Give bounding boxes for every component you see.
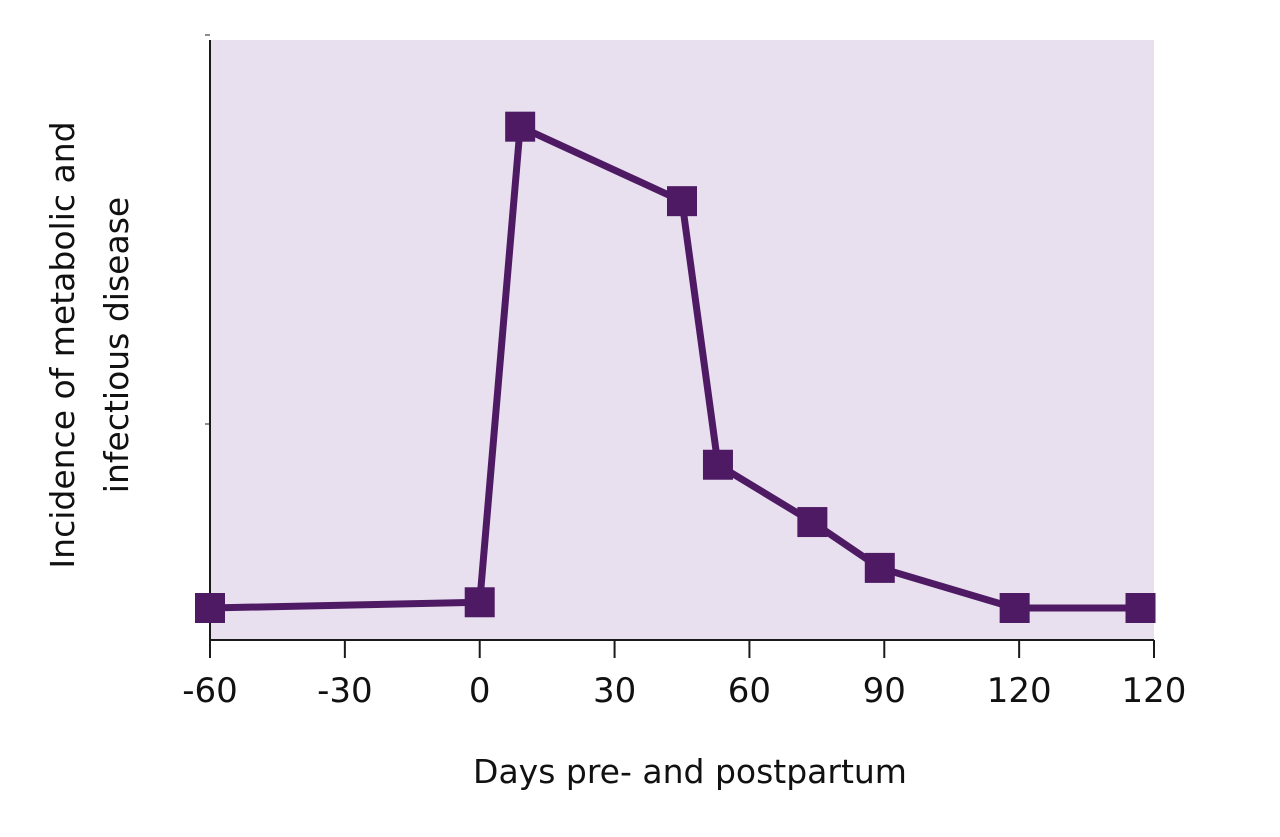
y-axis-title-line-1: Incidence of metabolic and: [43, 121, 82, 568]
data-point-marker: [864, 552, 895, 583]
data-point-marker: [702, 449, 733, 480]
x-tick-label: 0: [469, 671, 491, 711]
plot-background: [210, 40, 1154, 640]
data-point-marker: [1125, 593, 1156, 623]
data-point-marker: [505, 111, 536, 142]
x-tick-label: 30: [593, 671, 636, 711]
x-tick-label: -60: [182, 671, 238, 711]
data-point-marker: [797, 507, 828, 538]
x-tick-label: 120: [1122, 671, 1187, 711]
data-point-marker: [999, 593, 1030, 623]
data-point-marker: [667, 186, 697, 217]
x-tick-label: -30: [317, 671, 373, 711]
x-axis-title: Days pre- and postpartum: [473, 752, 907, 791]
x-tick-label: 120: [987, 671, 1052, 711]
x-tick-label: 60: [728, 671, 771, 711]
x-tick-label: 90: [863, 671, 906, 711]
y-axis-title-line-2: infectious disease: [97, 197, 136, 493]
data-point-marker: [464, 587, 495, 618]
y-axis-title: Incidence of metabolic and infectious di…: [43, 121, 136, 568]
series-layer: [195, 111, 1156, 623]
data-point-marker: [195, 593, 225, 623]
x-axis-ticks: -60 -30 0 30 60 90 120 120: [182, 640, 1186, 711]
